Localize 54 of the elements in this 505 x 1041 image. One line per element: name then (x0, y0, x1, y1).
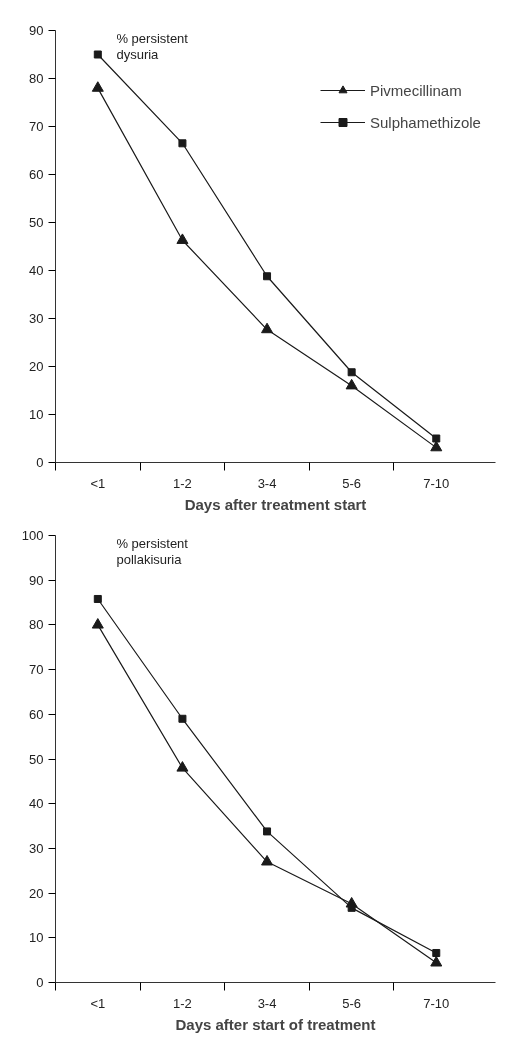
point (261, 322, 274, 334)
x-axis-title: Days after start of treatment (175, 1015, 376, 1033)
y-tick-label: 40 (29, 796, 44, 812)
x-tick-label: 1-2 (173, 995, 192, 1011)
y-tick-label: 10 (29, 407, 44, 422)
x-tick-label: 7-10 (423, 995, 450, 1011)
point (178, 714, 187, 723)
y-tick-label: 90 (29, 572, 44, 588)
y-tick-label: 70 (29, 119, 44, 134)
point (347, 368, 356, 377)
x-tick-label: 3-4 (257, 475, 277, 491)
y-axis-title: % persistent dysuria (116, 31, 189, 62)
y-tick-label: 20 (29, 885, 44, 901)
y-tick-label: 50 (29, 751, 44, 767)
point (263, 272, 272, 281)
y-tick-label: 0 (36, 975, 44, 990)
point (432, 949, 441, 957)
x-axis-title: Days after treatment start (184, 495, 367, 513)
x-tick-label: 5-6 (342, 475, 362, 491)
point (345, 378, 358, 390)
point (91, 81, 104, 92)
point (93, 594, 102, 603)
y-tick-label: 20 (29, 359, 44, 374)
x-tick-label: 5-6 (342, 995, 362, 1011)
point (263, 827, 272, 836)
y-tick-label: 10 (29, 930, 44, 946)
y-tick-label: 40 (29, 263, 44, 278)
point (91, 618, 104, 629)
y-tick-label: 50 (29, 215, 44, 230)
y-axis-title: % persistent pollakisuria (116, 536, 189, 567)
y-tick-label: 90 (29, 23, 44, 38)
x-tick-label: <1 (90, 475, 106, 491)
x-tick-label: 7-10 (423, 475, 450, 491)
point (261, 854, 274, 866)
point (178, 139, 187, 148)
point (176, 761, 189, 772)
y-tick-label: 30 (29, 840, 44, 856)
point (432, 434, 441, 443)
y-tick-label: 70 (29, 662, 44, 678)
legend-label: Pivmecillinam (370, 81, 462, 99)
x-tick-label: 3-4 (257, 995, 277, 1011)
y-tick-label: 80 (29, 617, 44, 633)
x-tick-label: <1 (90, 995, 106, 1011)
x-tick-label: 1-2 (173, 475, 192, 491)
y-tick-label: 60 (29, 167, 44, 182)
y-tick-label: 30 (29, 311, 44, 326)
legend-label: Sulphamethizole (370, 113, 481, 131)
point (347, 903, 356, 912)
point (93, 50, 102, 59)
point (176, 233, 189, 244)
y-tick-label: 100 (21, 528, 44, 543)
y-tick-label: 80 (29, 71, 44, 86)
y-tick-label: 60 (29, 706, 44, 722)
y-tick-label: 0 (36, 455, 44, 470)
